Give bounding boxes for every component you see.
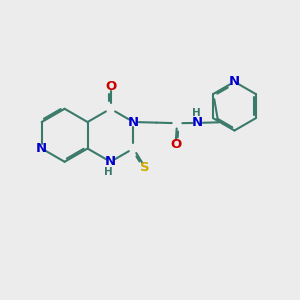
- Text: H: H: [104, 167, 112, 177]
- Text: S: S: [140, 161, 150, 174]
- Text: N: N: [105, 155, 116, 168]
- Text: O: O: [105, 80, 116, 93]
- Text: N: N: [128, 116, 139, 128]
- Text: N: N: [192, 116, 203, 129]
- Text: O: O: [170, 138, 181, 151]
- Text: N: N: [36, 142, 47, 155]
- Text: N: N: [229, 75, 240, 88]
- Text: H: H: [192, 108, 201, 118]
